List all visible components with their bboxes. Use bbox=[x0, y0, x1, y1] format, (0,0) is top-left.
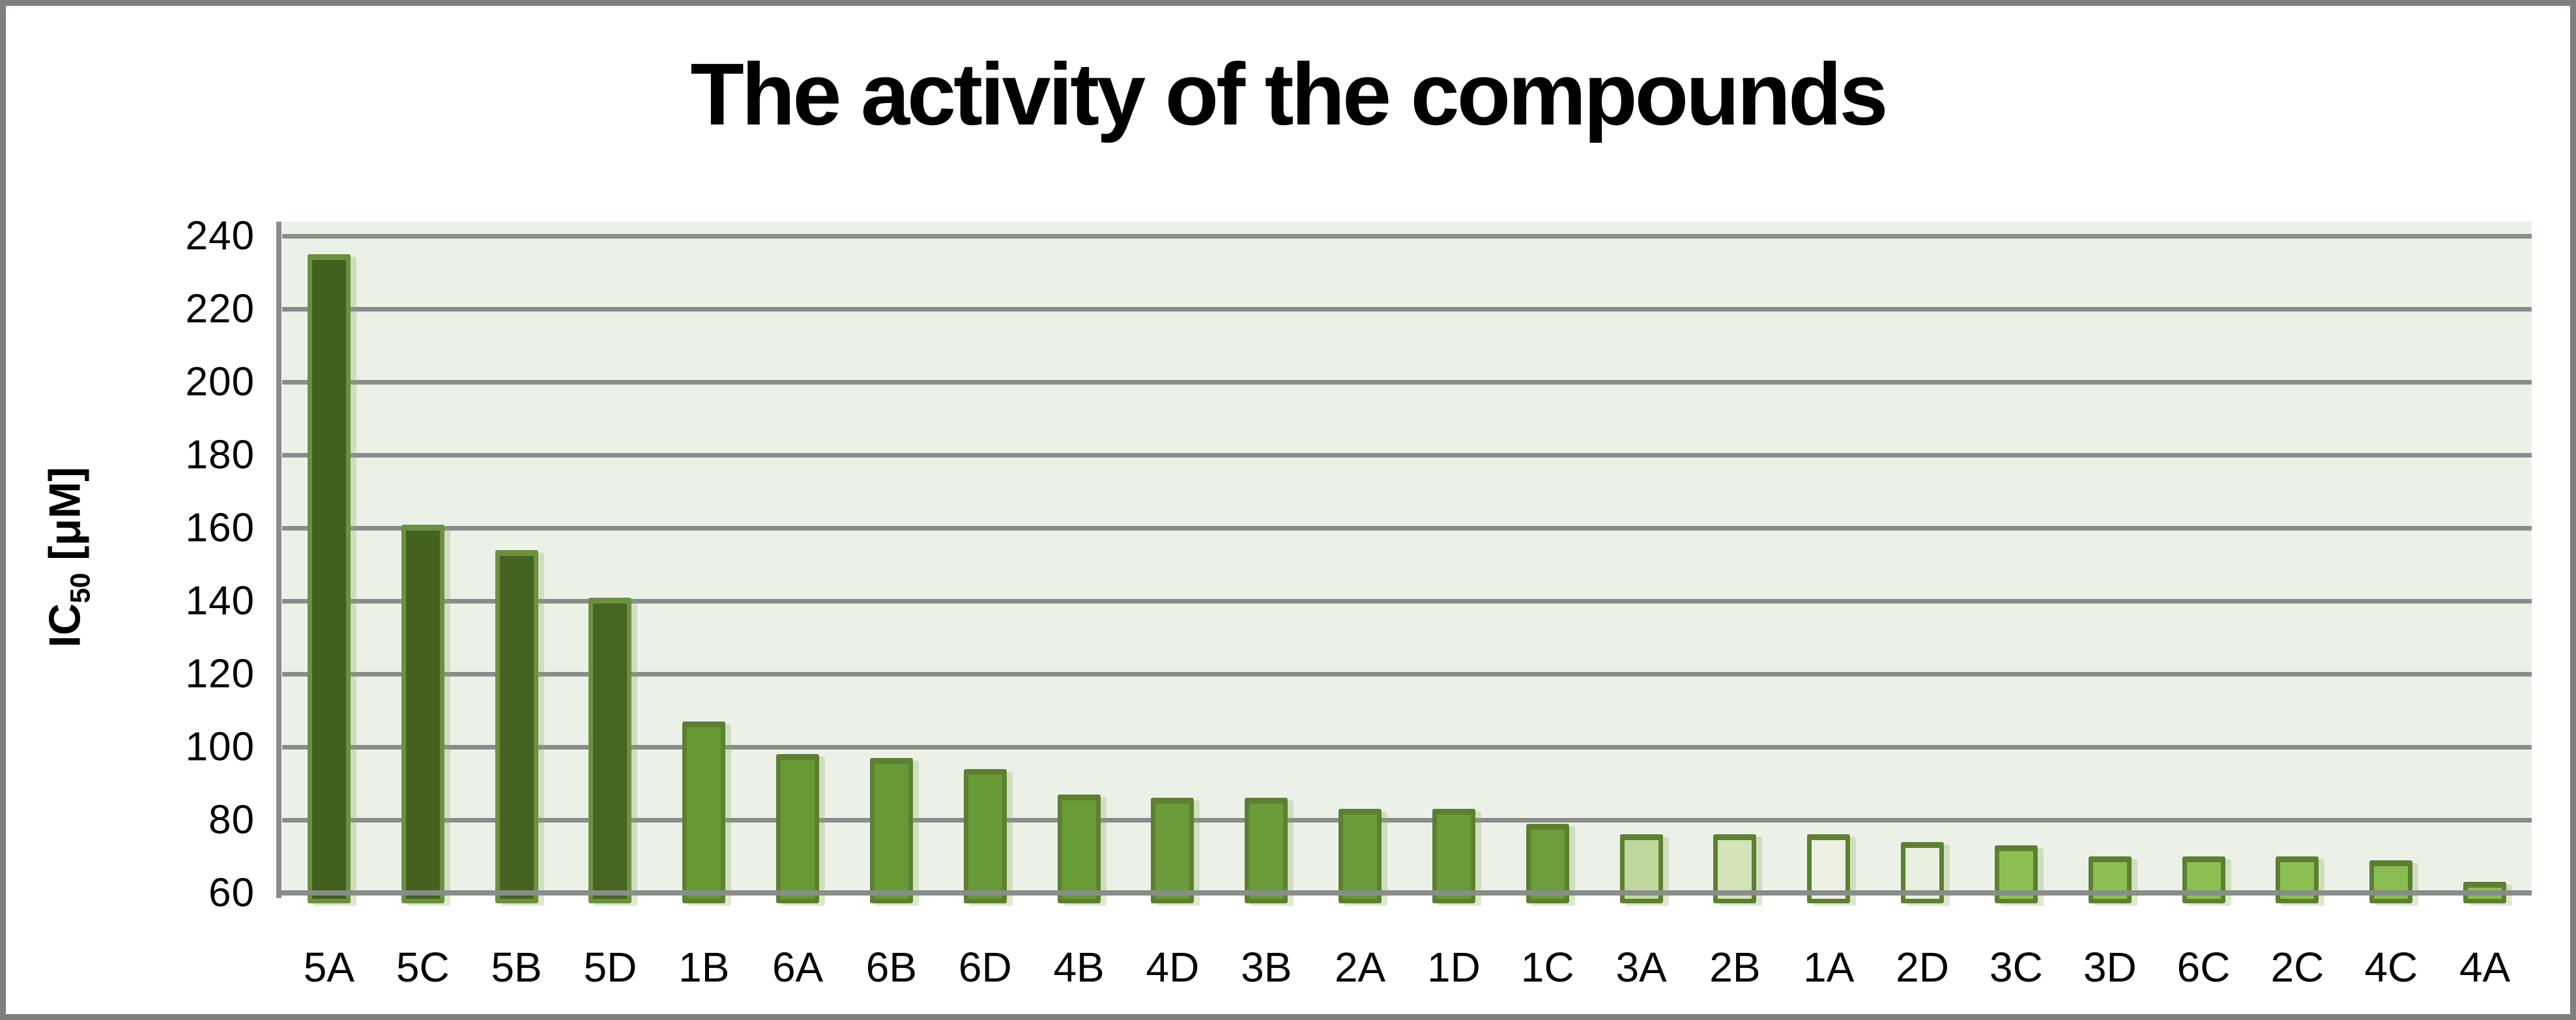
bar-2A bbox=[1339, 809, 1382, 903]
y-tick-label-100: 100 bbox=[185, 724, 255, 770]
gridline-200 bbox=[282, 380, 2532, 385]
gridline-240 bbox=[282, 234, 2532, 239]
x-category-label-1B: 1B bbox=[678, 944, 730, 991]
gridline-100 bbox=[282, 745, 2532, 750]
x-category-label-3D: 3D bbox=[2083, 944, 2137, 991]
x-category-label-2B: 2B bbox=[1709, 944, 1761, 991]
x-category-label-6B: 6B bbox=[865, 944, 918, 991]
y-tick-label-240: 240 bbox=[185, 213, 255, 259]
y-tick-label-80: 80 bbox=[209, 797, 255, 843]
bar-6D bbox=[963, 768, 1007, 903]
x-category-label-1A: 1A bbox=[1803, 944, 1855, 991]
gridline-140 bbox=[282, 599, 2532, 604]
x-category-label-4D: 4D bbox=[1146, 944, 1200, 991]
x-category-label-4A: 4A bbox=[2459, 944, 2511, 991]
bar-1C bbox=[1526, 823, 1569, 903]
x-category-label-5A: 5A bbox=[303, 944, 355, 991]
y-tick-label-120: 120 bbox=[185, 651, 255, 697]
bar-4B bbox=[1057, 794, 1101, 903]
bar-4D bbox=[1151, 798, 1194, 903]
bar-6A bbox=[776, 754, 820, 903]
bar-2C bbox=[2276, 856, 2319, 903]
y-tick-label-220: 220 bbox=[185, 286, 255, 332]
x-category-label-4C: 4C bbox=[2364, 944, 2418, 991]
x-category-label-6A: 6A bbox=[772, 944, 824, 991]
y-axis-tick-labels: 60 80 100 120 140 160 180 200 220 240 bbox=[6, 214, 264, 916]
x-category-label-3C: 3C bbox=[1990, 944, 2043, 991]
bar-3B bbox=[1245, 798, 1288, 903]
bar-5C bbox=[401, 524, 444, 903]
chart-title: The activity of the compounds bbox=[690, 45, 1888, 143]
gridline-120 bbox=[282, 672, 2532, 677]
y-tick-label-60: 60 bbox=[209, 870, 255, 916]
bar-5D bbox=[588, 597, 632, 903]
x-category-label-4B: 4B bbox=[1053, 944, 1105, 991]
x-category-label-2C: 2C bbox=[2270, 944, 2324, 991]
y-tick-label-200: 200 bbox=[185, 359, 255, 405]
x-category-label-6D: 6D bbox=[958, 944, 1012, 991]
gridline-220 bbox=[282, 307, 2532, 312]
x-category-label-5D: 5D bbox=[583, 944, 637, 991]
x-category-label-5B: 5B bbox=[491, 944, 542, 991]
x-category-label-5C: 5C bbox=[396, 944, 450, 991]
x-axis-category-labels: 5A 5C 5B 5D 1B 6A 6B 6D 4B 4D 3B 2A 1D 1C 3A 2B 1A 2D 3C 3D… bbox=[282, 943, 2532, 1002]
x-category-label-6C: 6C bbox=[2177, 944, 2231, 991]
y-tick-label-180: 180 bbox=[185, 432, 255, 478]
x-category-label-2D: 2D bbox=[1896, 944, 1949, 991]
bar-6C bbox=[2182, 856, 2225, 903]
y-tick-label-140: 140 bbox=[185, 578, 255, 624]
bar-1B bbox=[682, 721, 726, 903]
plot-area bbox=[282, 222, 2532, 903]
x-category-label-3A: 3A bbox=[1615, 944, 1667, 991]
x-axis-line bbox=[276, 890, 2532, 896]
gridline-180 bbox=[282, 453, 2532, 458]
bar-4C bbox=[2369, 860, 2413, 903]
y-tick-label-160: 160 bbox=[185, 505, 255, 551]
bar-1D bbox=[1432, 809, 1475, 903]
bar-3D bbox=[2088, 856, 2132, 903]
x-category-label-1D: 1D bbox=[1427, 944, 1481, 991]
bar-5A bbox=[307, 254, 351, 903]
bar-6B bbox=[869, 757, 913, 903]
x-category-label-1C: 1C bbox=[1520, 944, 1574, 991]
x-category-label-3B: 3B bbox=[1241, 944, 1292, 991]
y-axis-line bbox=[276, 222, 282, 898]
gridline-160 bbox=[282, 526, 2532, 531]
x-category-label-2A: 2A bbox=[1334, 944, 1386, 991]
bar-5B bbox=[495, 549, 538, 903]
gridline-80 bbox=[282, 818, 2532, 823]
